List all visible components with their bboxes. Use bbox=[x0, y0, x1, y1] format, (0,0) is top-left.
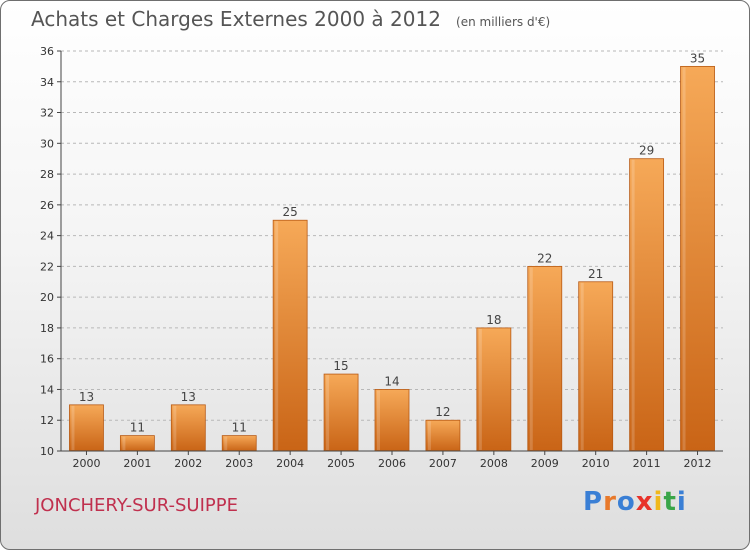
logo-letter: P bbox=[583, 487, 604, 517]
bar-2007 bbox=[425, 419, 461, 452]
logo-letter: r bbox=[603, 487, 617, 517]
x-tick-label-2008: 2008 bbox=[480, 457, 508, 470]
bar-highlight bbox=[580, 282, 584, 450]
bar-2005 bbox=[323, 373, 359, 452]
bar-2001 bbox=[119, 435, 155, 452]
axes bbox=[57, 50, 723, 455]
bar-highlight bbox=[275, 221, 279, 450]
y-tick-label: 12 bbox=[40, 414, 54, 427]
y-tick-label: 36 bbox=[40, 45, 54, 58]
labels: 10 12 14 16 18 20 22 24 26 28 30 32 34 36 13 2000 11 2001… bbox=[40, 45, 712, 470]
x-tick-label-2002: 2002 bbox=[174, 457, 202, 470]
chart-title-text: Achats et Charges Externes 2000 à 2012 bbox=[31, 7, 441, 31]
x-tick-label-2004: 2004 bbox=[276, 457, 304, 470]
logo-letter: i bbox=[653, 487, 664, 517]
value-label-2010: 21 bbox=[588, 267, 603, 281]
logo-letter: x bbox=[635, 487, 654, 517]
chart-unit-text: (en milliers d'€) bbox=[456, 15, 551, 29]
bar-highlight bbox=[71, 405, 75, 450]
x-tick-label-2011: 2011 bbox=[633, 457, 661, 470]
bar-2004 bbox=[272, 219, 308, 452]
bar-highlight bbox=[631, 159, 635, 450]
chart-title: Achats et Charges Externes 2000 à 2012 (… bbox=[31, 7, 550, 31]
logo-letter: i bbox=[676, 487, 687, 517]
x-tick-label-2012: 2012 bbox=[684, 457, 712, 470]
y-tick-label: 20 bbox=[40, 291, 54, 304]
bar-2006 bbox=[374, 389, 410, 452]
value-label-2001: 11 bbox=[130, 421, 145, 435]
x-tick-label-2003: 2003 bbox=[225, 457, 253, 470]
value-label-2006: 14 bbox=[384, 374, 399, 388]
bar-highlight bbox=[478, 328, 482, 450]
bar-2002 bbox=[170, 404, 206, 452]
y-tick-label: 34 bbox=[40, 76, 54, 89]
y-tick-label: 16 bbox=[40, 353, 54, 366]
bar-highlight bbox=[224, 436, 228, 450]
value-label-2009: 22 bbox=[537, 251, 552, 265]
bars bbox=[69, 65, 715, 452]
y-tick-label: 30 bbox=[40, 137, 54, 150]
bar-highlight bbox=[682, 67, 686, 450]
grid-lines bbox=[61, 50, 723, 421]
x-tick-label-2005: 2005 bbox=[327, 457, 355, 470]
y-tick-label: 22 bbox=[40, 260, 54, 273]
city-name: JONCHERY-SUR-SUIPPE bbox=[35, 495, 238, 516]
bar-2011 bbox=[629, 158, 665, 452]
value-label-2008: 18 bbox=[486, 313, 501, 327]
x-tick-label-2001: 2001 bbox=[123, 457, 151, 470]
bar-2009 bbox=[527, 265, 563, 452]
bar-2010 bbox=[578, 281, 614, 452]
value-label-2000: 13 bbox=[79, 390, 94, 404]
bar-2003 bbox=[221, 435, 257, 452]
y-tick-label: 26 bbox=[40, 199, 54, 212]
bar-highlight bbox=[173, 405, 177, 450]
x-tick-label-2010: 2010 bbox=[582, 457, 610, 470]
y-tick-label: 32 bbox=[40, 107, 54, 120]
value-label-2007: 12 bbox=[435, 405, 450, 419]
y-tick-label: 24 bbox=[40, 230, 54, 243]
value-label-2005: 15 bbox=[333, 359, 348, 373]
bar-highlight bbox=[122, 436, 126, 450]
y-tick-label: 10 bbox=[40, 445, 54, 458]
bar-highlight bbox=[427, 421, 431, 450]
value-label-2011: 29 bbox=[639, 144, 654, 158]
x-tick-label-2007: 2007 bbox=[429, 457, 457, 470]
value-label-2012: 35 bbox=[690, 51, 705, 65]
bar-2008 bbox=[476, 327, 512, 452]
bar-highlight bbox=[326, 375, 330, 450]
bar-2012 bbox=[680, 65, 715, 452]
bar-highlight bbox=[529, 267, 533, 450]
x-tick-label-2006: 2006 bbox=[378, 457, 406, 470]
x-tick-label-2009: 2009 bbox=[531, 457, 559, 470]
logo-letter: o bbox=[616, 487, 636, 517]
logo-letter: t bbox=[663, 487, 677, 517]
y-tick-label: 18 bbox=[40, 322, 54, 335]
bar-2000 bbox=[69, 404, 104, 452]
proxiti-logo: Proxiti bbox=[583, 487, 687, 517]
y-tick-label: 28 bbox=[40, 168, 54, 181]
x-tick-label-2000: 2000 bbox=[72, 457, 100, 470]
value-label-2003: 11 bbox=[232, 421, 247, 435]
value-label-2004: 25 bbox=[283, 205, 298, 219]
value-label-2002: 13 bbox=[181, 390, 196, 404]
bar-highlight bbox=[377, 390, 380, 450]
y-tick-label: 14 bbox=[40, 383, 54, 396]
